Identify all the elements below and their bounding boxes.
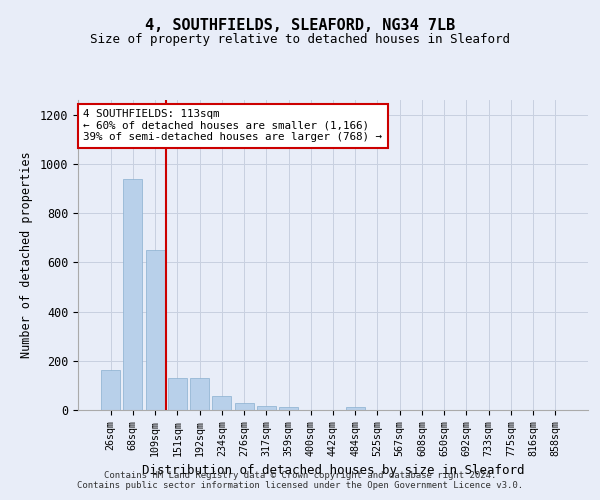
Bar xyxy=(168,378,187,410)
Text: 4, SOUTHFIELDS, SLEAFORD, NG34 7LB: 4, SOUTHFIELDS, SLEAFORD, NG34 7LB xyxy=(145,18,455,32)
Text: 4 SOUTHFIELDS: 113sqm
← 60% of detached houses are smaller (1,166)
39% of semi-d: 4 SOUTHFIELDS: 113sqm ← 60% of detached … xyxy=(83,110,382,142)
Bar xyxy=(101,370,120,410)
Bar xyxy=(124,178,142,410)
Bar xyxy=(190,378,209,410)
Text: Size of property relative to detached houses in Sleaford: Size of property relative to detached ho… xyxy=(90,32,510,46)
Bar xyxy=(235,402,254,410)
Bar xyxy=(346,407,365,410)
Bar xyxy=(257,406,276,410)
Y-axis label: Number of detached properties: Number of detached properties xyxy=(20,152,33,358)
Bar xyxy=(146,250,164,410)
X-axis label: Distribution of detached houses by size in Sleaford: Distribution of detached houses by size … xyxy=(142,464,524,477)
Text: Contains HM Land Registry data © Crown copyright and database right 2024.
Contai: Contains HM Land Registry data © Crown c… xyxy=(77,470,523,490)
Bar xyxy=(279,407,298,410)
Bar xyxy=(212,396,231,410)
